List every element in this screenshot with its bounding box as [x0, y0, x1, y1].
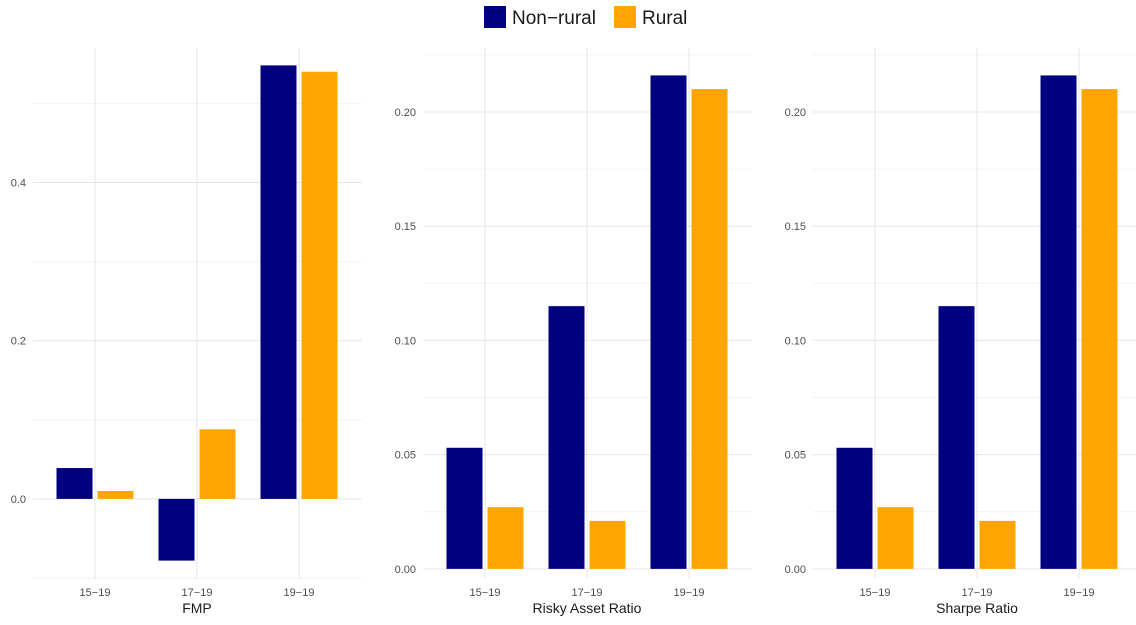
bar-non-rural-1 — [836, 447, 873, 569]
legend-label-rural: Rural — [642, 8, 687, 29]
panel-3: 0.00 0.05 0.10 0.15 0.20 15−19 17−19 19−19 Sharp… — [785, 48, 1136, 616]
y-tick-label: 0.05 — [395, 450, 416, 462]
bar-rural-3 — [301, 71, 338, 499]
x-tick-label: 15−19 — [860, 587, 891, 599]
bar-rural-2 — [589, 520, 626, 569]
bar-rural-1 — [487, 507, 524, 569]
y-tick-label: 0.05 — [785, 450, 806, 462]
bar-non-rural-2 — [938, 306, 975, 569]
bar-rural-1 — [97, 490, 134, 499]
y-tick-label: 0.00 — [785, 564, 806, 576]
x-tick-label: 17−19 — [962, 587, 993, 599]
x-tick-label: 17−19 — [572, 587, 603, 599]
panel-1: 0.0 0.2 0.4 15−19 17−19 19−19 FMP — [11, 48, 362, 616]
y-tick-label: 0.4 — [11, 177, 26, 189]
chart-panels: 0.00.20.415−19 17−19 19−19FMP0.000.050.100… — [11, 48, 1136, 616]
bar-rural-1 — [877, 507, 914, 569]
bar-non-rural-3 — [260, 65, 297, 499]
y-tick-label: 0.15 — [395, 221, 416, 233]
bar-rural-2 — [979, 520, 1016, 569]
bar-non-rural-1 — [56, 468, 93, 499]
x-tick-label: 19−19 — [674, 587, 705, 599]
legend-swatch-non-rural — [484, 6, 506, 28]
panel-2: 0.00 0.05 0.10 0.15 0.20 15−19 17−19 19−19 Risky… — [395, 48, 752, 616]
legend-swatch-rural — [614, 6, 636, 28]
y-tick-label: 0.0 — [11, 494, 26, 506]
x-tick-label: 15−19 — [80, 587, 111, 599]
legend-label-non-rural: Non−rural — [512, 8, 596, 29]
x-axis-title: Sharpe Ratio — [936, 600, 1018, 616]
bar-non-rural-3 — [1040, 75, 1077, 569]
bar-non-rural-2 — [158, 498, 195, 561]
x-tick-label: 17−19 — [182, 587, 213, 599]
bar-rural-2 — [199, 429, 236, 499]
legend: Non−rural Rural — [484, 6, 687, 29]
bar-non-rural-1 — [446, 447, 483, 569]
y-tick-label: 0.00 — [395, 564, 416, 576]
bar-non-rural-2 — [548, 306, 585, 569]
y-tick-label: 0.2 — [11, 336, 26, 348]
x-tick-label: 19−19 — [284, 587, 315, 599]
y-tick-label: 0.15 — [785, 221, 806, 233]
y-tick-label: 0.20 — [395, 107, 416, 119]
bar-rural-3 — [691, 89, 728, 569]
bar-rural-3 — [1081, 89, 1118, 569]
x-tick-label: 15−19 — [470, 587, 501, 599]
y-tick-label: 0.10 — [785, 335, 806, 347]
x-tick-label: 19−19 — [1064, 587, 1095, 599]
bar-non-rural-3 — [650, 75, 687, 569]
x-axis-title: FMP — [182, 600, 212, 616]
x-axis-title: Risky Asset Ratio — [533, 600, 642, 616]
y-tick-label: 0.10 — [395, 335, 416, 347]
y-tick-label: 0.20 — [785, 107, 806, 119]
